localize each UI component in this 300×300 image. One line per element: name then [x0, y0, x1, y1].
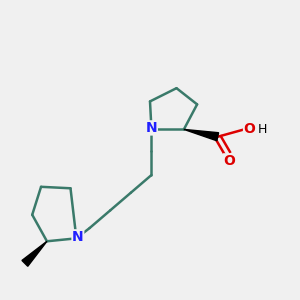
Polygon shape	[184, 129, 219, 141]
Text: O: O	[224, 154, 236, 168]
Text: N: N	[72, 230, 84, 244]
Text: O: O	[244, 122, 256, 136]
Text: N: N	[146, 121, 157, 135]
Text: H: H	[258, 123, 267, 136]
Polygon shape	[22, 241, 47, 266]
